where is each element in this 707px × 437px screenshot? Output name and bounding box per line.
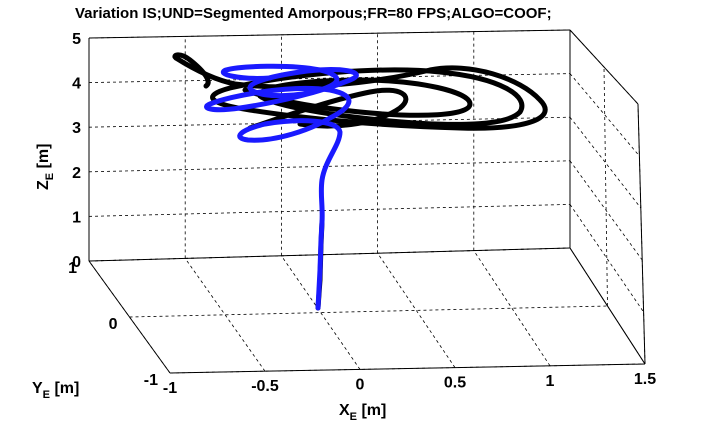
z-tick-label: 1 — [72, 209, 81, 226]
z-grid-side — [569, 116, 642, 209]
series-black-inner — [247, 87, 409, 131]
series-blue-rise — [237, 115, 343, 311]
z-grid-side — [569, 247, 646, 365]
left-floor-edge — [88, 260, 171, 374]
series-black-tail — [172, 52, 211, 89]
front-floor-edge — [169, 363, 646, 374]
z-grid-back — [88, 160, 571, 173]
y-axis-label: YE [m] — [32, 380, 79, 401]
y-grid-wall — [603, 66, 608, 307]
y-grid-wall — [637, 103, 646, 365]
y-tick-label: 0 — [109, 316, 118, 333]
x-grid-floor — [184, 258, 266, 372]
front-axes — [88, 260, 646, 374]
x-tick-label: 1 — [546, 373, 555, 390]
trajectories — [172, 52, 548, 311]
y-grid-floor — [129, 305, 608, 318]
z-grid-side — [569, 160, 643, 261]
z-tick-label: 0 — [72, 254, 81, 271]
x-tick-label: -1 — [163, 380, 177, 397]
x-grid-floor — [473, 250, 551, 367]
z-grid-side — [569, 204, 644, 313]
x-tick-label: 0 — [356, 376, 365, 393]
series-black-loops — [173, 55, 548, 131]
z-grid-back — [88, 73, 571, 83]
x-tick-label: -0.5 — [251, 378, 279, 395]
right-front-edge — [637, 103, 646, 365]
chart-title: Variation IS;UND=Segmented Amorpous;FR=8… — [75, 5, 552, 22]
z-grid-back — [88, 29, 571, 39]
z-grid-back — [88, 204, 571, 217]
x-tick-label: 1.5 — [634, 371, 656, 388]
z-tick-label: 2 — [72, 165, 81, 182]
z-grid-back — [88, 247, 571, 262]
series-blue-loops — [204, 63, 359, 121]
x-axis-label: XE [m] — [339, 402, 386, 423]
z-grid-side — [569, 73, 640, 157]
y-tick-label: -1 — [144, 372, 158, 389]
z-tick-label: 4 — [72, 76, 81, 93]
y-tick-label: 1 — [68, 260, 77, 277]
z-tick-label: 5 — [72, 31, 81, 48]
z-tick-label: 3 — [72, 120, 81, 137]
x-grid-floor — [377, 252, 456, 368]
x-tick-label: 0.5 — [444, 375, 466, 392]
z-grid-side — [569, 29, 639, 105]
z-axis-label: ZE [m] — [35, 144, 56, 190]
x-grid-floor — [569, 247, 646, 365]
x-grid-floor — [281, 255, 361, 370]
